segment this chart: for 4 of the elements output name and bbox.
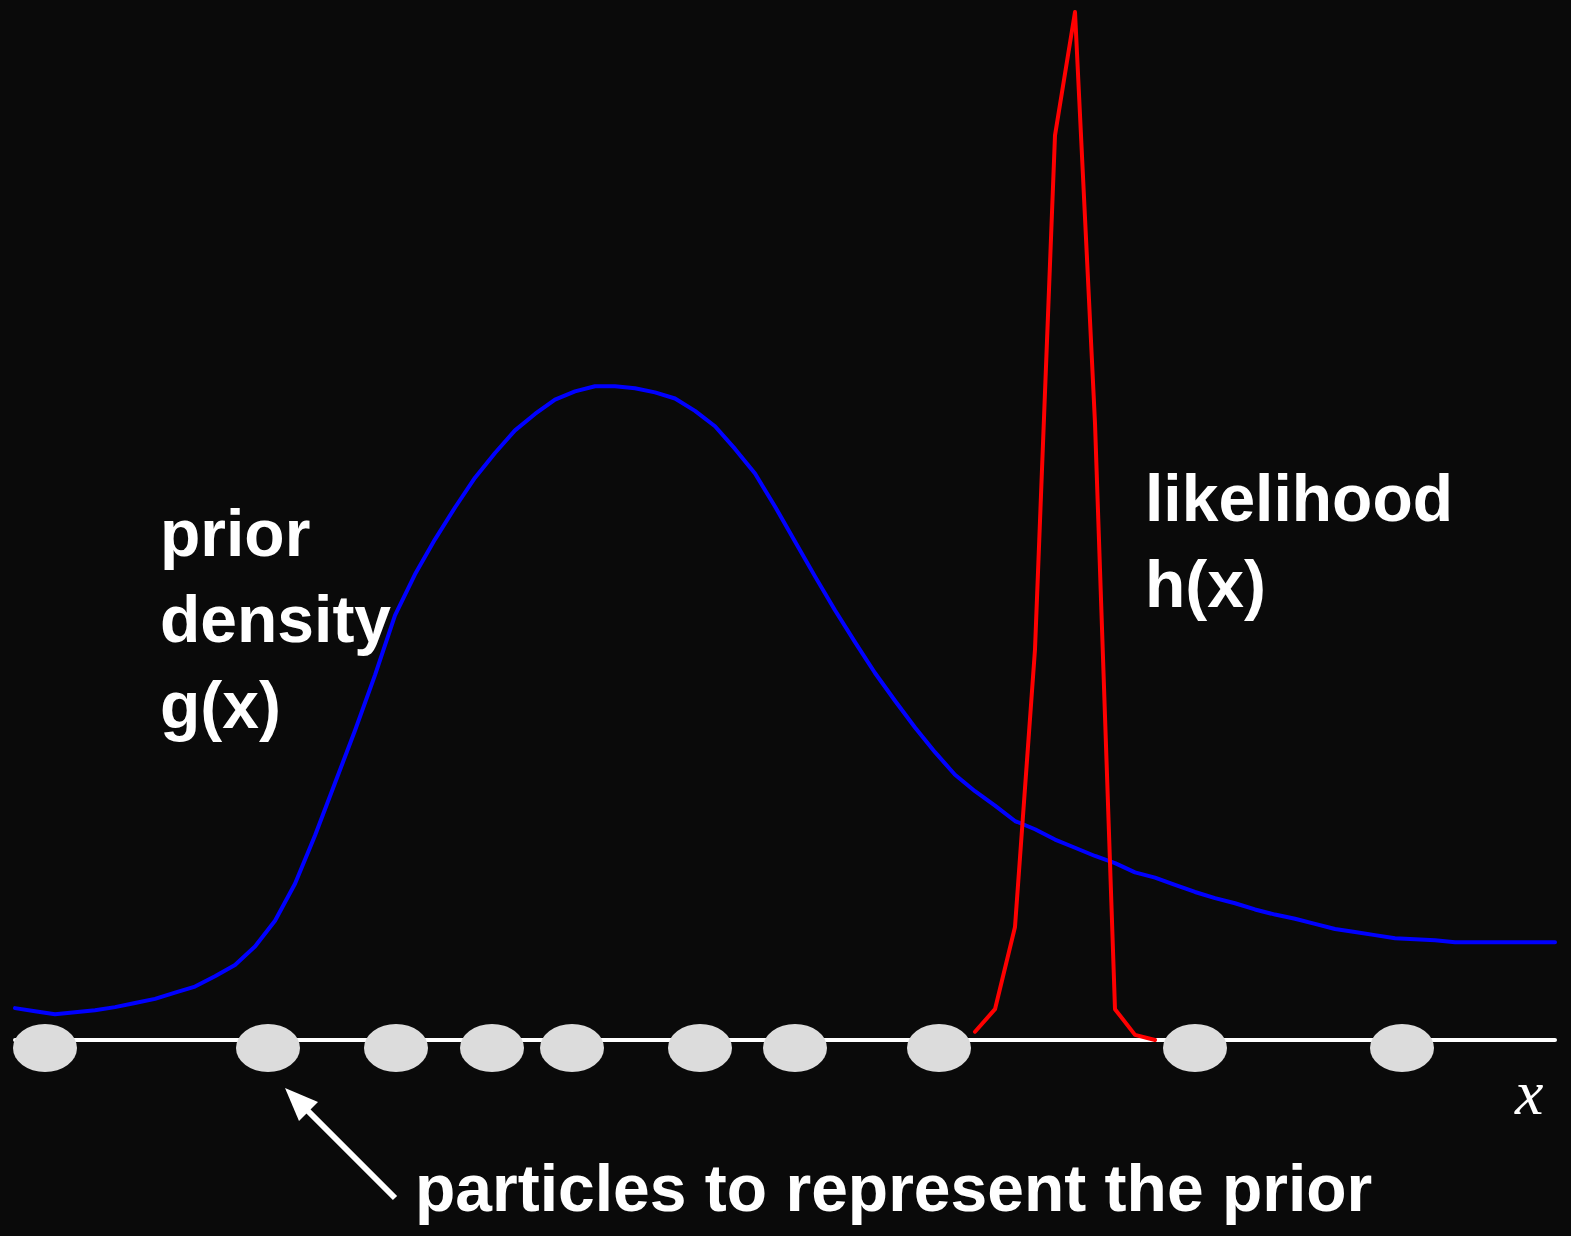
text: particles to represent the prior: [415, 1151, 1373, 1225]
x-axis-title: x: [1514, 1056, 1544, 1128]
series-label: likelihood h(x): [1145, 461, 1472, 621]
series-label: prior density g(x): [160, 496, 410, 742]
